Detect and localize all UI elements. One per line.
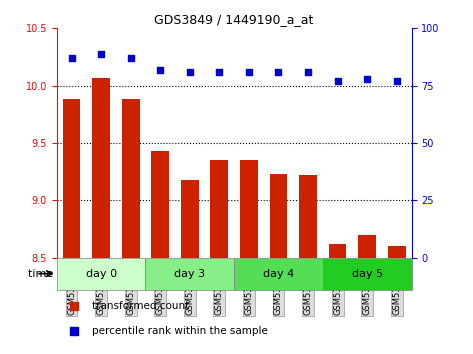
Bar — [181, 180, 199, 258]
Point — [68, 55, 75, 61]
Point — [392, 170, 399, 175]
Point — [393, 78, 401, 84]
Bar — [210, 160, 228, 258]
Point — [216, 69, 223, 75]
Bar — [151, 151, 169, 258]
Bar — [92, 78, 110, 258]
Bar — [299, 175, 317, 258]
Point — [334, 78, 342, 84]
FancyBboxPatch shape — [146, 258, 234, 290]
FancyBboxPatch shape — [323, 258, 412, 290]
Bar — [388, 246, 405, 258]
Point — [157, 67, 164, 73]
Point — [186, 69, 193, 75]
Point — [363, 76, 371, 82]
Point — [97, 51, 105, 56]
Title: GDS3849 / 1449190_a_at: GDS3849 / 1449190_a_at — [155, 13, 314, 26]
FancyBboxPatch shape — [234, 258, 323, 290]
Bar — [240, 160, 258, 258]
Text: day 0: day 0 — [86, 269, 117, 279]
Text: day 3: day 3 — [174, 269, 205, 279]
Point — [304, 69, 312, 75]
Point — [245, 69, 253, 75]
Point — [127, 55, 134, 61]
Text: time: time — [28, 269, 57, 279]
Text: day 4: day 4 — [263, 269, 294, 279]
Point — [275, 69, 282, 75]
Bar — [122, 99, 140, 258]
Bar — [270, 174, 287, 258]
Text: percentile rank within the sample: percentile rank within the sample — [92, 326, 268, 336]
Bar — [62, 99, 80, 258]
Text: day 5: day 5 — [351, 269, 383, 279]
Text: transformed count: transformed count — [92, 301, 190, 310]
Bar — [329, 244, 346, 258]
Bar — [359, 235, 376, 258]
FancyBboxPatch shape — [57, 258, 146, 290]
